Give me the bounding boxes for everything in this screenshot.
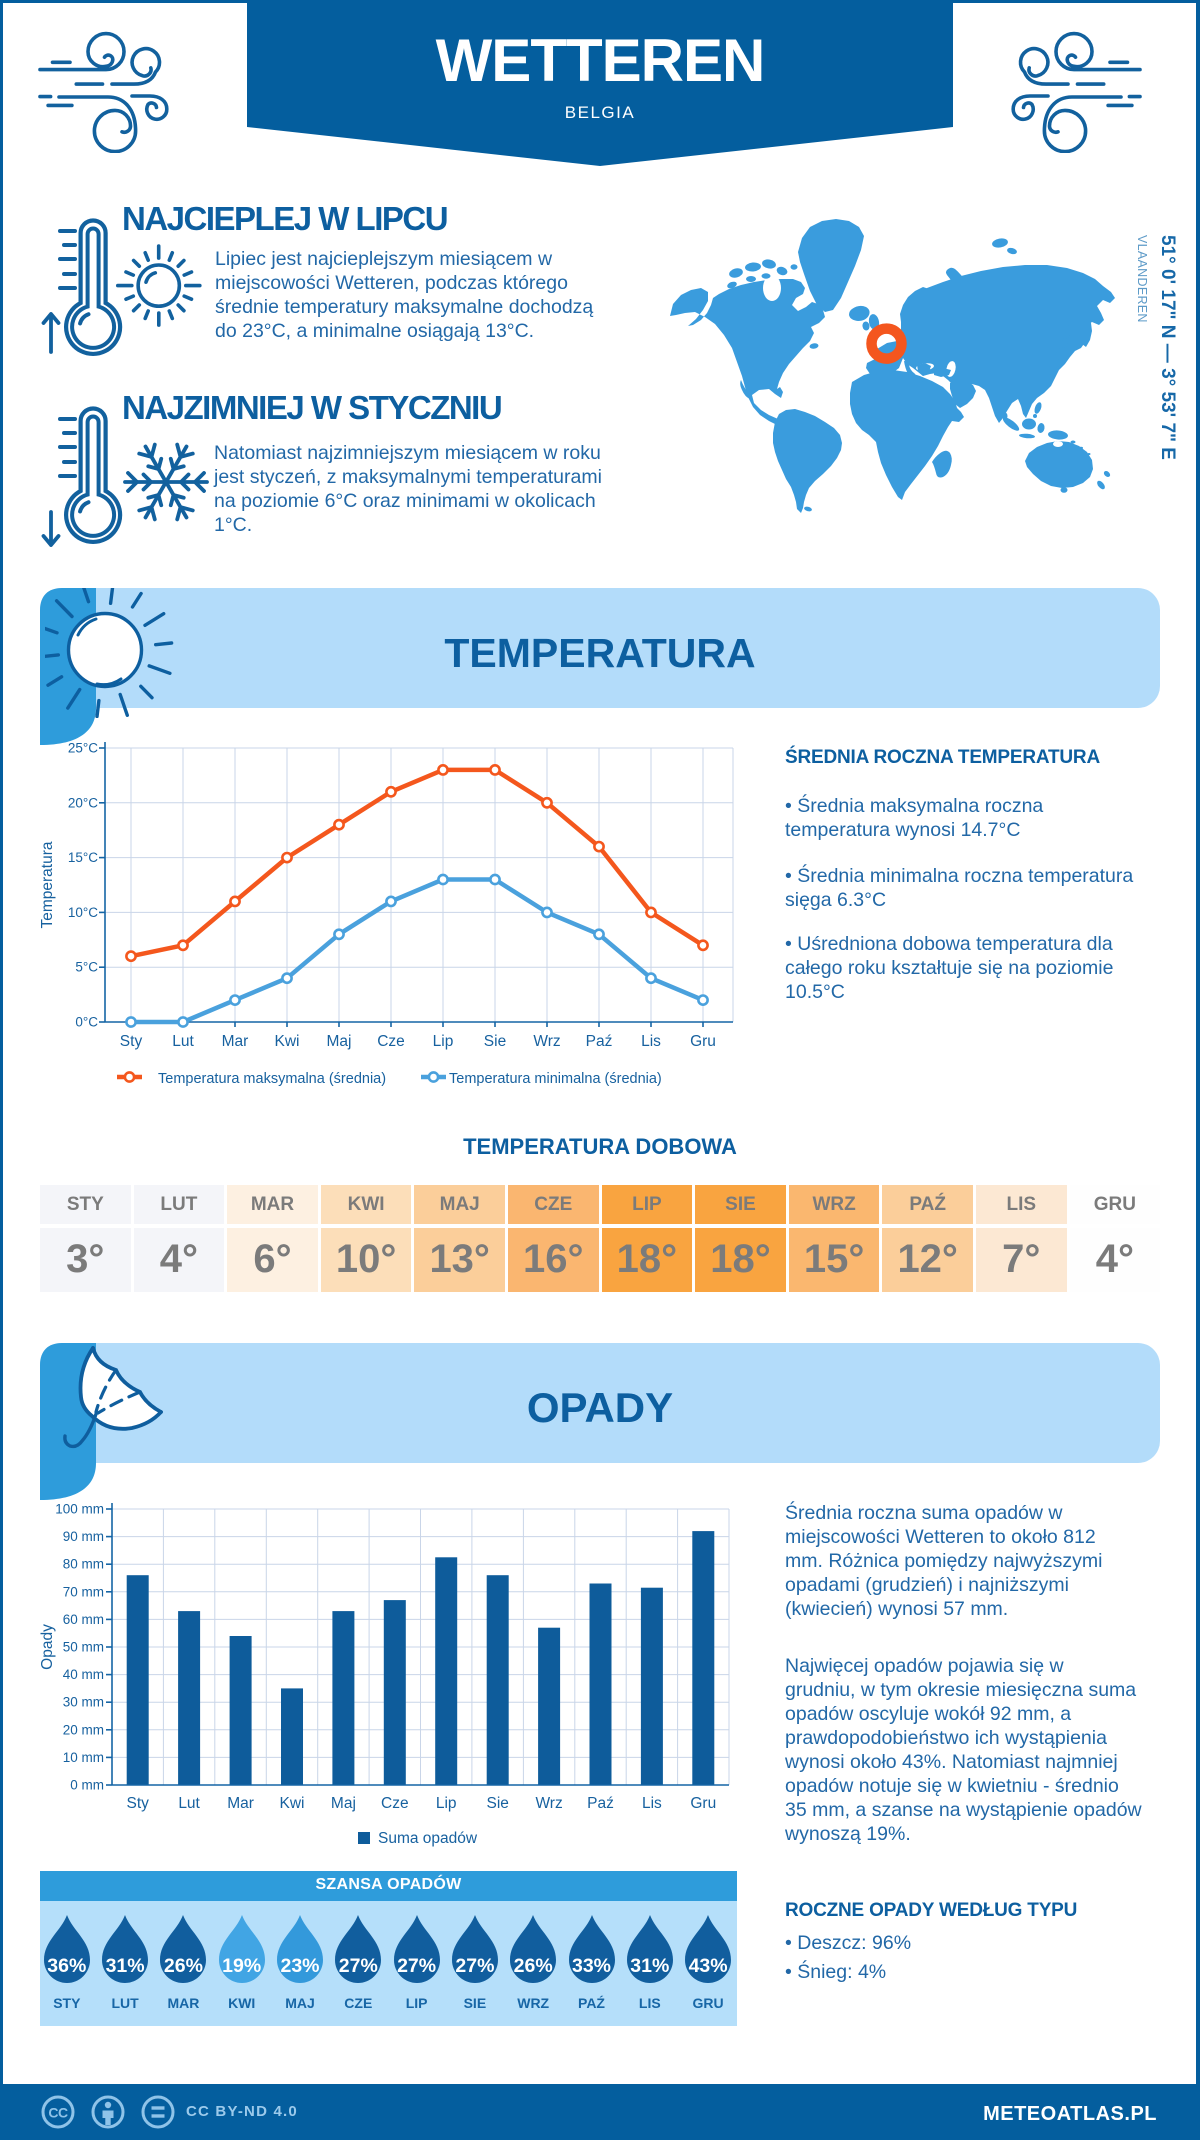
svg-text:25°C: 25°C: [68, 741, 98, 756]
svg-text:Cze: Cze: [381, 1795, 409, 1812]
svg-text:15°C: 15°C: [68, 850, 98, 865]
svg-text:60 mm: 60 mm: [63, 1612, 104, 1627]
svg-text:Lis: Lis: [641, 1033, 661, 1050]
svg-text:Temperatura maksymalna (średni: Temperatura maksymalna (średnia): [158, 1071, 386, 1087]
svg-text:Lut: Lut: [172, 1033, 194, 1050]
svg-text:Maj: Maj: [327, 1033, 352, 1050]
svg-text:Suma opadów: Suma opadów: [378, 1830, 478, 1847]
svg-text:Mar: Mar: [227, 1795, 254, 1812]
svg-text:Opady: Opady: [39, 1624, 56, 1670]
svg-text:Paź: Paź: [587, 1795, 614, 1812]
svg-text:0°C: 0°C: [75, 1015, 98, 1030]
svg-text:20°C: 20°C: [68, 795, 98, 810]
svg-text:20 mm: 20 mm: [63, 1722, 104, 1737]
svg-text:Lip: Lip: [433, 1033, 454, 1050]
svg-text:50 mm: 50 mm: [63, 1640, 104, 1655]
svg-text:Sie: Sie: [486, 1795, 508, 1812]
svg-text:Wrz: Wrz: [533, 1033, 560, 1050]
svg-text:Mar: Mar: [222, 1033, 249, 1050]
svg-text:Lis: Lis: [642, 1795, 662, 1812]
svg-text:Gru: Gru: [690, 1795, 716, 1812]
svg-text:100 mm: 100 mm: [55, 1502, 104, 1517]
svg-text:Sty: Sty: [126, 1795, 149, 1812]
svg-text:Kwi: Kwi: [275, 1033, 300, 1050]
svg-text:Maj: Maj: [331, 1795, 356, 1812]
svg-text:5°C: 5°C: [75, 960, 98, 975]
svg-text:Wrz: Wrz: [535, 1795, 562, 1812]
svg-text:Temperatura minimalna (średnia: Temperatura minimalna (średnia): [449, 1071, 662, 1087]
svg-text:Sie: Sie: [484, 1033, 506, 1050]
svg-text:Lip: Lip: [436, 1795, 457, 1812]
svg-text:0 mm: 0 mm: [70, 1778, 104, 1793]
svg-text:30 mm: 30 mm: [63, 1695, 104, 1710]
svg-text:Sty: Sty: [120, 1033, 143, 1050]
svg-text:Kwi: Kwi: [280, 1795, 305, 1812]
svg-text:70 mm: 70 mm: [63, 1584, 104, 1599]
svg-text:Temperatura: Temperatura: [39, 841, 56, 928]
svg-text:10 mm: 10 mm: [63, 1750, 104, 1765]
svg-text:Cze: Cze: [377, 1033, 405, 1050]
svg-text:Paź: Paź: [586, 1033, 613, 1050]
svg-text:80 mm: 80 mm: [63, 1557, 104, 1572]
svg-text:90 mm: 90 mm: [63, 1529, 104, 1544]
svg-text:40 mm: 40 mm: [63, 1667, 104, 1682]
svg-text:10°C: 10°C: [68, 905, 98, 920]
svg-text:Lut: Lut: [178, 1795, 200, 1812]
svg-text:Gru: Gru: [690, 1033, 716, 1050]
svg-text:CC: CC: [48, 2105, 68, 2121]
